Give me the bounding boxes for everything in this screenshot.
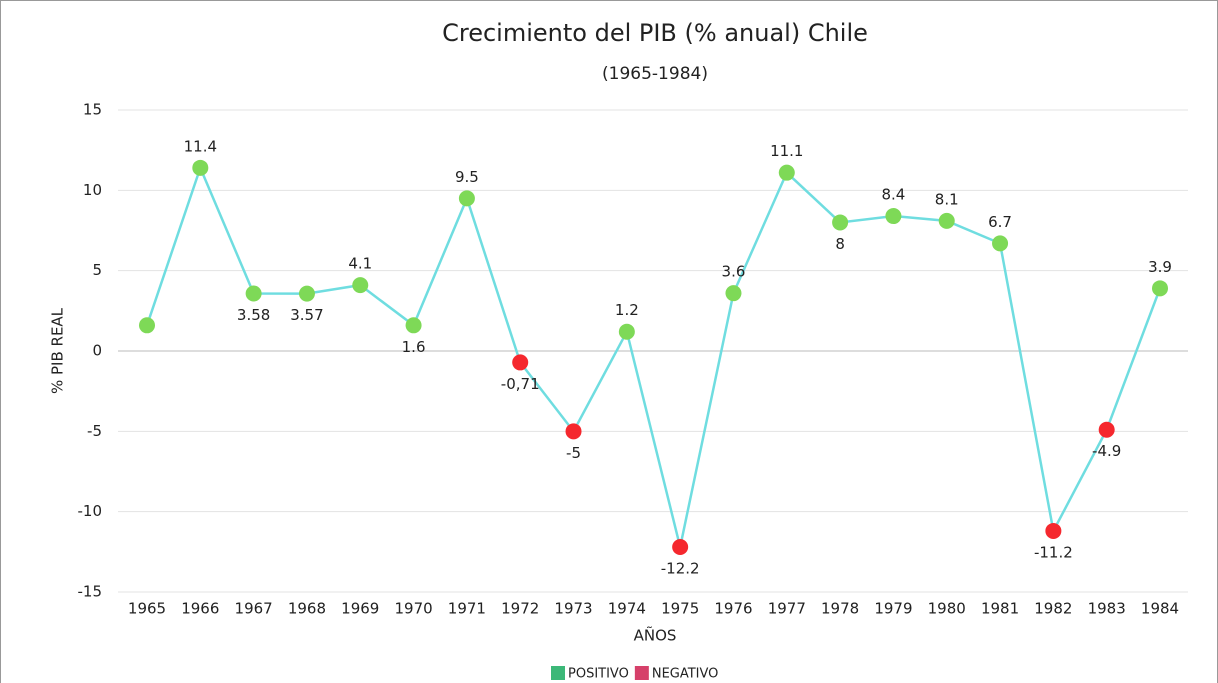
x-tick-label: 1968 [288,600,326,618]
data-point [832,214,849,231]
data-point [1152,280,1168,297]
data-label: -12.2 [661,560,700,578]
y-tick-label: 15 [83,101,102,119]
data-label: -11.2 [1034,543,1073,561]
x-tick-label: 1979 [874,600,912,618]
x-axis-title: AÑOS [634,626,677,645]
x-tick-label: 1978 [821,600,859,618]
data-label: 11.4 [184,137,217,155]
legend-swatch [551,666,565,680]
legend-label: POSITIVO [568,667,629,682]
x-tick-label: 1965 [128,600,166,618]
data-label: -0,71 [501,375,540,393]
x-tick-label: 1974 [608,600,646,618]
data-label: -4.9 [1092,442,1121,460]
chart-title: Crecimiento del PIB (% anual) Chile [442,19,868,47]
x-tick-label: 1981 [981,600,1019,618]
data-label: 3.9 [1148,258,1172,276]
data-point [139,317,155,334]
data-label: 4.1 [348,255,372,273]
x-tick-label: 1976 [714,600,752,618]
y-tick-label: -10 [78,502,103,520]
legend-swatch [634,666,649,680]
data-label: 8.1 [935,190,959,208]
data-point [565,423,582,440]
data-label: 1.2 [615,301,639,319]
x-tick-label: 1980 [928,600,966,618]
data-point [1098,421,1115,438]
data-label: 8 [835,235,845,253]
data-label: 3.6 [722,263,746,281]
x-tick-label: 1970 [394,600,432,618]
x-tick-label: 1967 [235,600,273,618]
data-label: 1.6 [402,338,426,356]
data-label: 11.1 [770,142,803,160]
data-point [992,235,1009,252]
x-tick-label: 1971 [448,600,486,618]
data-point [1045,522,1062,539]
data-label: 6.7 [988,213,1012,231]
data-point [618,323,635,340]
data-label: 8.4 [881,186,905,204]
data-point [192,159,209,176]
data-point [778,164,795,181]
x-tick-label: 1982 [1034,600,1072,618]
data-point [938,212,955,229]
data-point [885,208,902,225]
x-tick-label: 1983 [1088,600,1126,618]
y-tick-label: -15 [78,583,103,601]
data-label: 9.5 [455,168,479,186]
data-point [245,285,262,302]
y-tick-label: 0 [92,342,102,360]
x-tick-label: 1969 [341,600,379,618]
chart-subtitle: (1965-1984) [602,64,708,84]
data-point [405,317,422,334]
x-tick-label: 1975 [661,600,699,618]
y-tick-label: 10 [83,181,102,199]
data-point [458,190,475,207]
x-tick-label: 1972 [501,600,539,618]
data-label: 3.57 [290,306,323,324]
x-tick-label: 1984 [1141,600,1179,618]
legend-label: NEGATIVO [652,667,719,682]
data-line [145,164,1162,548]
y-axis-title: % PIB REAL [49,307,67,394]
data-point [298,285,315,302]
y-tick-label: -5 [87,422,102,440]
x-tick-label: 1977 [768,600,806,618]
data-label: -5 [566,444,581,462]
data-point [512,354,529,371]
x-tick-label: 1966 [181,600,219,618]
y-tick-label: 5 [92,261,102,279]
data-point [352,277,369,294]
x-tick-label: 1973 [554,600,592,618]
data-point [672,539,689,556]
data-label: 3.58 [237,306,270,324]
data-point [725,285,742,302]
